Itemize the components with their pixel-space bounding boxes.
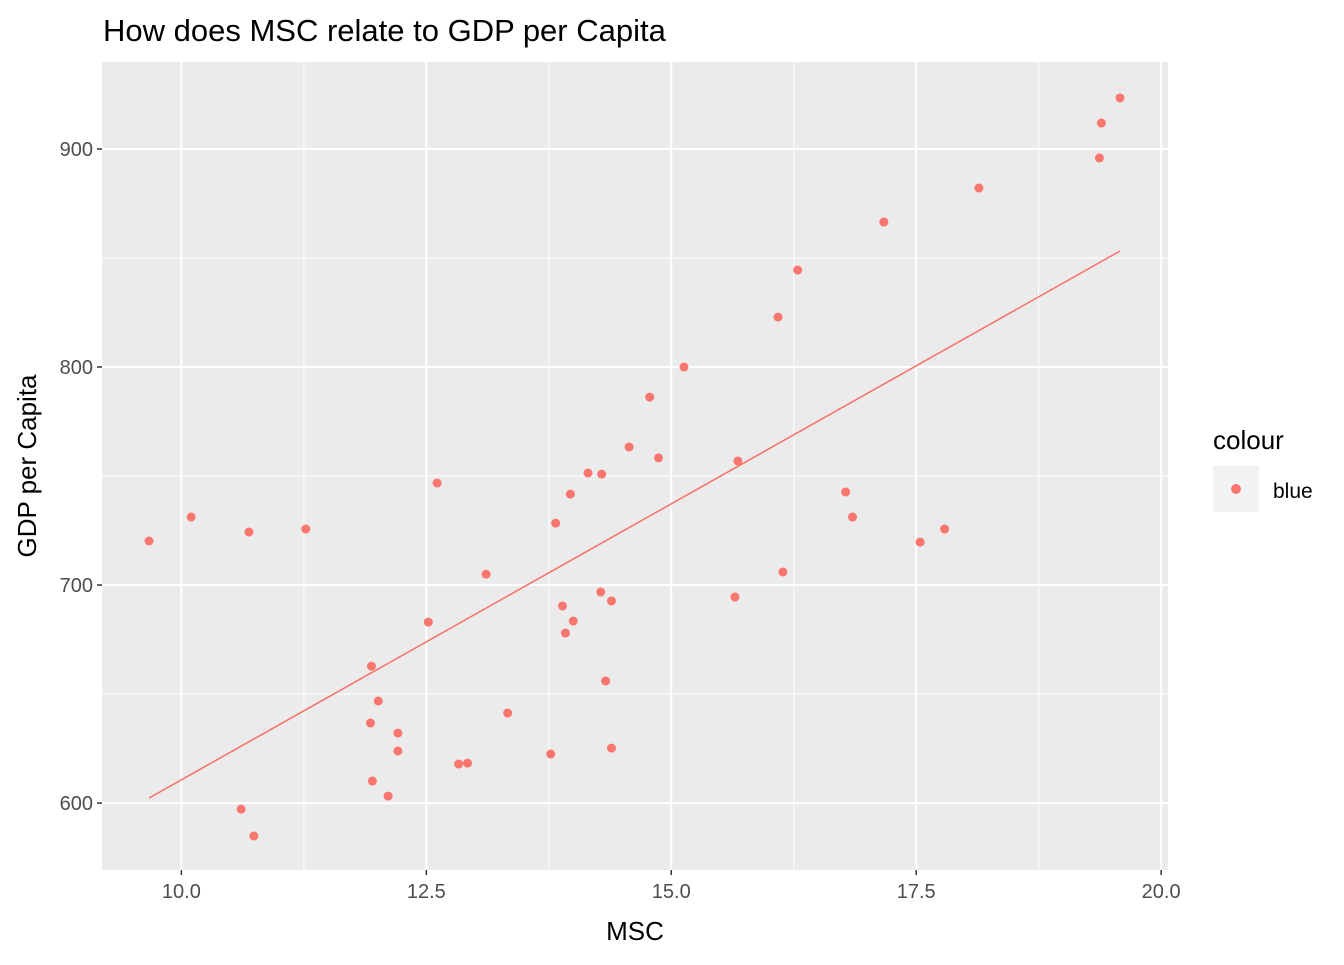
data-point — [583, 468, 593, 478]
data-point — [645, 392, 655, 402]
data-point — [940, 524, 950, 534]
data-point — [249, 831, 259, 841]
data-point — [778, 567, 788, 577]
y-axis-label: GDP per Capita — [12, 374, 42, 558]
data-point — [841, 487, 851, 497]
data-point — [365, 718, 375, 728]
y-tick-label: 800 — [60, 357, 93, 379]
fit-line — [148, 250, 1121, 799]
plot-panel — [102, 62, 1168, 870]
data-point — [606, 743, 616, 753]
data-point — [367, 776, 377, 786]
x-axis-label: MSC — [606, 916, 664, 946]
data-point — [393, 728, 403, 738]
legend-point — [1231, 484, 1241, 494]
data-point — [596, 587, 606, 597]
data-point — [601, 676, 611, 686]
data-point — [773, 312, 783, 322]
data-point — [624, 442, 634, 452]
data-point — [679, 362, 689, 372]
y-tick-label: 700 — [60, 575, 93, 597]
data-point — [383, 791, 393, 801]
data-point — [730, 592, 740, 602]
gridlines — [102, 62, 1168, 870]
data-point — [560, 628, 570, 638]
data-point — [301, 524, 311, 534]
fit-line-group — [148, 250, 1121, 799]
x-axis: 10.0 12.5 15.0 17.5 20.0 — [162, 870, 1181, 903]
data-point — [546, 749, 556, 759]
x-tick-label: 15.0 — [652, 881, 691, 903]
data-point — [915, 537, 925, 547]
x-tick-label: 20.0 — [1142, 881, 1181, 903]
data-point — [373, 696, 383, 706]
x-tick-label: 12.5 — [407, 881, 446, 903]
data-point — [366, 661, 376, 671]
data-point — [393, 746, 403, 756]
data-point — [462, 758, 472, 768]
y-axis: 600 700 800 900 — [60, 139, 102, 815]
data-point — [481, 569, 491, 579]
data-point — [236, 804, 246, 814]
x-tick-label: 17.5 — [897, 881, 936, 903]
data-point — [1094, 153, 1104, 163]
data-point — [454, 759, 464, 769]
data-point — [597, 469, 607, 479]
data-point — [606, 596, 616, 606]
data-point — [244, 527, 254, 537]
y-tick-label: 900 — [60, 139, 93, 161]
data-point — [423, 617, 433, 627]
data-point — [432, 478, 442, 488]
chart-title: How does MSC relate to GDP per Capita — [103, 13, 667, 48]
x-tick-label: 10.0 — [162, 881, 201, 903]
data-point — [568, 616, 578, 626]
legend: colour blue — [1213, 425, 1313, 512]
legend-label: blue — [1273, 480, 1313, 503]
data-point — [654, 453, 664, 463]
legend-title: colour — [1213, 425, 1284, 455]
y-tick-label: 600 — [60, 793, 93, 815]
data-point — [1115, 93, 1125, 103]
data-point — [733, 456, 743, 466]
data-point — [879, 217, 889, 227]
data-point — [551, 518, 561, 528]
data-point — [793, 265, 803, 275]
data-point — [565, 489, 575, 499]
data-point — [144, 536, 154, 546]
data-point — [557, 601, 567, 611]
data-point — [186, 512, 196, 522]
data-point — [1096, 118, 1106, 128]
data-point — [848, 512, 858, 522]
points — [144, 93, 1125, 841]
data-point — [503, 708, 513, 718]
data-point — [974, 183, 984, 193]
